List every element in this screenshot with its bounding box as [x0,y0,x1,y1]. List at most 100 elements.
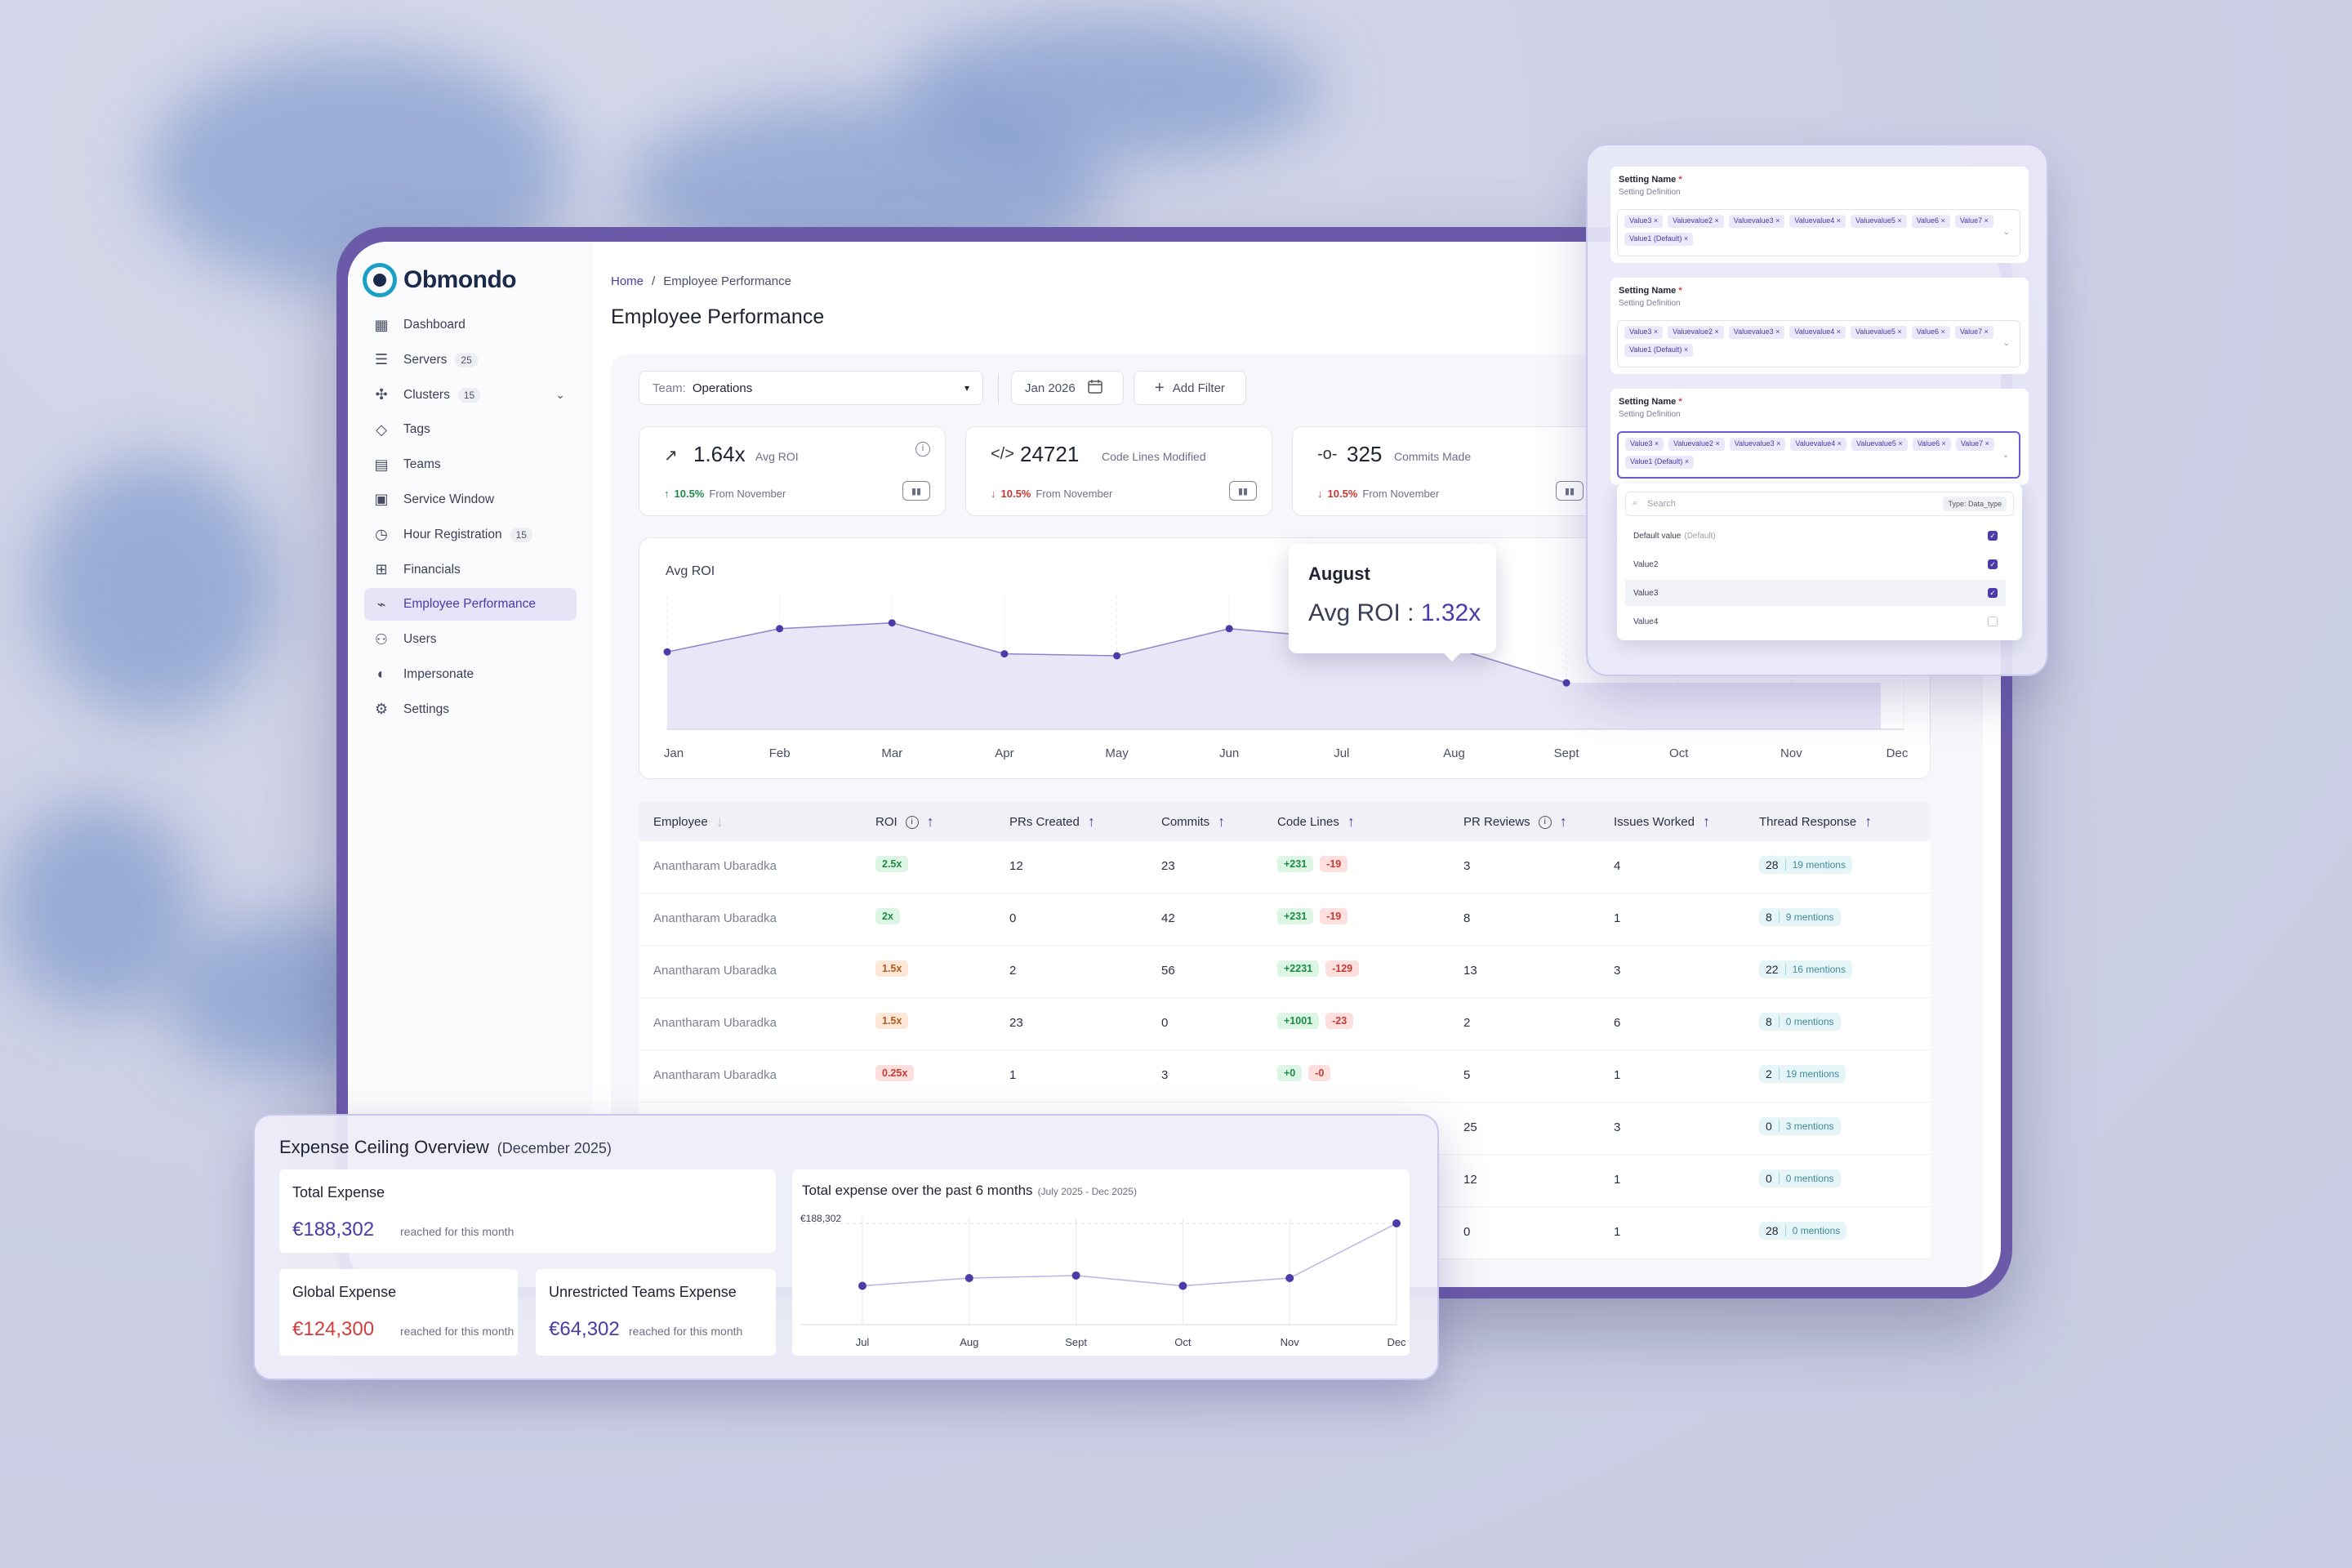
remove-tag-icon[interactable]: × [1651,216,1659,225]
sidebar-item-impersonate[interactable]: ◐ Impersonate [364,658,577,691]
remove-tag-icon[interactable]: × [1895,216,1902,225]
remove-tag-icon[interactable]: × [1652,439,1659,448]
sort-up-icon[interactable]: ↑ [1702,813,1710,830]
sort-down-icon[interactable]: ↓ [715,813,724,830]
value-tag[interactable]: Value1 (Default) × [1625,456,1695,469]
value-tag[interactable]: Valuevalue2 × [1668,326,1724,339]
sidebar-item-tags[interactable]: ◇ Tags [364,413,577,446]
search-input[interactable]: ⌕ Search Type: Data_type [1625,492,2014,516]
checkbox[interactable]: ✓ [1988,531,1998,541]
dropdown-option[interactable]: Value4 [1625,608,2006,635]
sort-up-icon[interactable]: ↑ [1347,813,1355,830]
value-tag[interactable]: Valuevalue3 × [1729,438,1786,451]
remove-tag-icon[interactable]: × [1713,216,1719,225]
checkbox[interactable]: ✓ [1988,588,1998,598]
sort-up-icon[interactable]: ↑ [1218,813,1226,830]
table-row[interactable]: Anantharam Ubaradka 1.5x 2 56 +2231 -129 13 3 22… [639,946,1931,998]
dropdown-option[interactable]: Value3 ✓ [1625,580,2006,606]
add-filter-button[interactable]: + Add Filter [1134,371,1246,405]
data-point[interactable] [1113,652,1121,660]
value-tag[interactable]: Value6 × [1911,326,1950,339]
data-point[interactable] [858,1281,866,1290]
sort-up-icon[interactable]: ↑ [1864,813,1873,830]
column-header-roi[interactable]: ROI i ↑ [875,813,934,831]
thread-response-badge[interactable]: 28 0 mentions [1759,1222,1847,1240]
expense-line-chart[interactable]: €188,302 Jul Aug Sept Oct Nov Dec [792,1169,1410,1356]
bar-chart-icon[interactable]: ▮▮ [1229,481,1257,501]
dropdown-option[interactable]: Default value (Default) ✓ [1625,523,2006,549]
thread-response-badge[interactable]: 28 19 mentions [1759,856,1852,874]
info-icon[interactable]: i [1538,815,1552,829]
sidebar-item-financials[interactable]: ⊞ Financials [364,554,577,586]
breadcrumb-home[interactable]: Home [611,274,644,288]
data-point[interactable] [776,625,784,633]
value-tag[interactable]: Value3 × [1624,326,1664,339]
avg-roi-chart[interactable]: Jan Feb Mar Apr May Jun Jul Aug Sept Oct Nov Dec [639,538,1931,780]
remove-tag-icon[interactable]: × [1834,216,1842,225]
remove-tag-icon[interactable]: × [1774,439,1781,448]
thread-response-badge[interactable]: 2 19 mentions [1759,1065,1846,1083]
data-point[interactable] [1225,625,1233,633]
thread-response-badge[interactable]: 8 9 mentions [1759,908,1841,926]
value-tag[interactable]: Value7 × [1954,215,1993,228]
sidebar-item-service-window[interactable]: ▣ Service Window [364,483,577,516]
remove-tag-icon[interactable]: × [1982,216,1989,225]
value-tag[interactable]: Valuevalue5 × [1851,438,1908,451]
data-point[interactable] [1000,650,1009,658]
value-tag[interactable]: Valuevalue5 × [1851,215,1907,228]
table-row[interactable]: Anantharam Ubaradka 1.5x 23 0 +1001 -23 2 6 8 0 m… [639,998,1931,1050]
sort-up-icon[interactable]: ↑ [1087,813,1095,830]
chevron-down-icon[interactable]: ⌄ [2002,339,2010,348]
column-header-prs-created[interactable]: PRs Created ↑ [1009,813,1095,831]
remove-tag-icon[interactable]: × [1651,327,1659,336]
type-chip[interactable]: Type: Data_type [1943,497,2007,511]
info-icon[interactable]: i [915,442,930,457]
value-tag[interactable]: Valuevalue2 × [1668,215,1724,228]
column-header-code-lines[interactable]: Code Lines ↑ [1277,813,1355,831]
column-header-thread-response[interactable]: Thread Response ↑ [1759,813,1872,831]
multiselect-field[interactable]: Value3 × Valuevalue2 × Valuevalue3 × Valuev… [1617,209,2020,256]
data-point[interactable] [1285,1273,1294,1282]
remove-tag-icon[interactable]: × [1982,327,1989,336]
chevron-down-icon[interactable]: ⌄ [2002,228,2010,237]
multiselect-field[interactable]: Value3 × Valuevalue2 × Valuevalue3 × Valuev… [1617,431,2020,479]
value-tag[interactable]: Valuevalue2 × [1668,438,1725,451]
bar-chart-icon[interactable]: ▮▮ [902,481,930,501]
table-row[interactable]: Anantharam Ubaradka 2.5x 12 23 +231 -19 3 4 28 19… [639,841,1931,893]
value-tag[interactable]: Valuevalue4 × [1789,326,1846,339]
sidebar-item-dashboard[interactable]: ▦ Dashboard [364,309,577,341]
sort-up-icon[interactable]: ↑ [1559,813,1567,830]
value-tag[interactable]: Valuevalue5 × [1851,326,1907,339]
value-tag[interactable]: Value7 × [1954,326,1993,339]
data-point[interactable] [1178,1281,1187,1290]
data-point[interactable] [1562,679,1570,687]
data-point[interactable] [888,619,896,627]
sidebar-item-users[interactable]: ⚇ Users [364,623,577,656]
remove-tag-icon[interactable]: × [1940,439,1946,448]
chevron-down-icon[interactable]: ⌄ [2002,451,2009,460]
sidebar-item-clusters[interactable]: ✣ Clusters 15 ⌄ [364,379,577,412]
remove-tag-icon[interactable]: × [1682,234,1689,243]
sidebar-item-servers[interactable]: ☰ Servers 25 [364,344,577,376]
value-tag[interactable]: Value6 × [1911,215,1950,228]
remove-tag-icon[interactable]: × [1773,327,1780,336]
sort-up-icon[interactable]: ↑ [926,813,934,830]
team-select[interactable]: Team: Operations ▾ [639,371,983,405]
value-tag[interactable]: Value3 × [1625,438,1664,451]
remove-tag-icon[interactable]: × [1939,216,1945,225]
thread-response-badge[interactable]: 0 3 mentions [1759,1117,1841,1135]
table-row[interactable]: Anantharam Ubaradka 0.25x 1 3 +0 -0 5 1 2 19 ment… [639,1050,1931,1102]
value-tag[interactable]: Valuevalue3 × [1728,215,1785,228]
checkbox[interactable]: ✓ [1988,559,1998,569]
thread-response-badge[interactable]: 8 0 mentions [1759,1013,1841,1031]
value-tag[interactable]: Value1 (Default) × [1624,233,1694,246]
info-icon[interactable]: i [905,815,919,829]
remove-tag-icon[interactable]: × [1895,327,1902,336]
remove-tag-icon[interactable]: × [1983,439,1989,448]
table-row[interactable]: Anantharam Ubaradka 2x 0 42 +231 -19 8 1 8 9 ment… [639,893,1931,946]
column-header-issues-worked[interactable]: Issues Worked ↑ [1614,813,1710,831]
column-header-pr-reviews[interactable]: PR Reviews i ↑ [1463,813,1567,831]
column-header-employee[interactable]: Employee ↓ [653,813,724,831]
data-point[interactable] [964,1273,973,1282]
remove-tag-icon[interactable]: × [1713,439,1720,448]
